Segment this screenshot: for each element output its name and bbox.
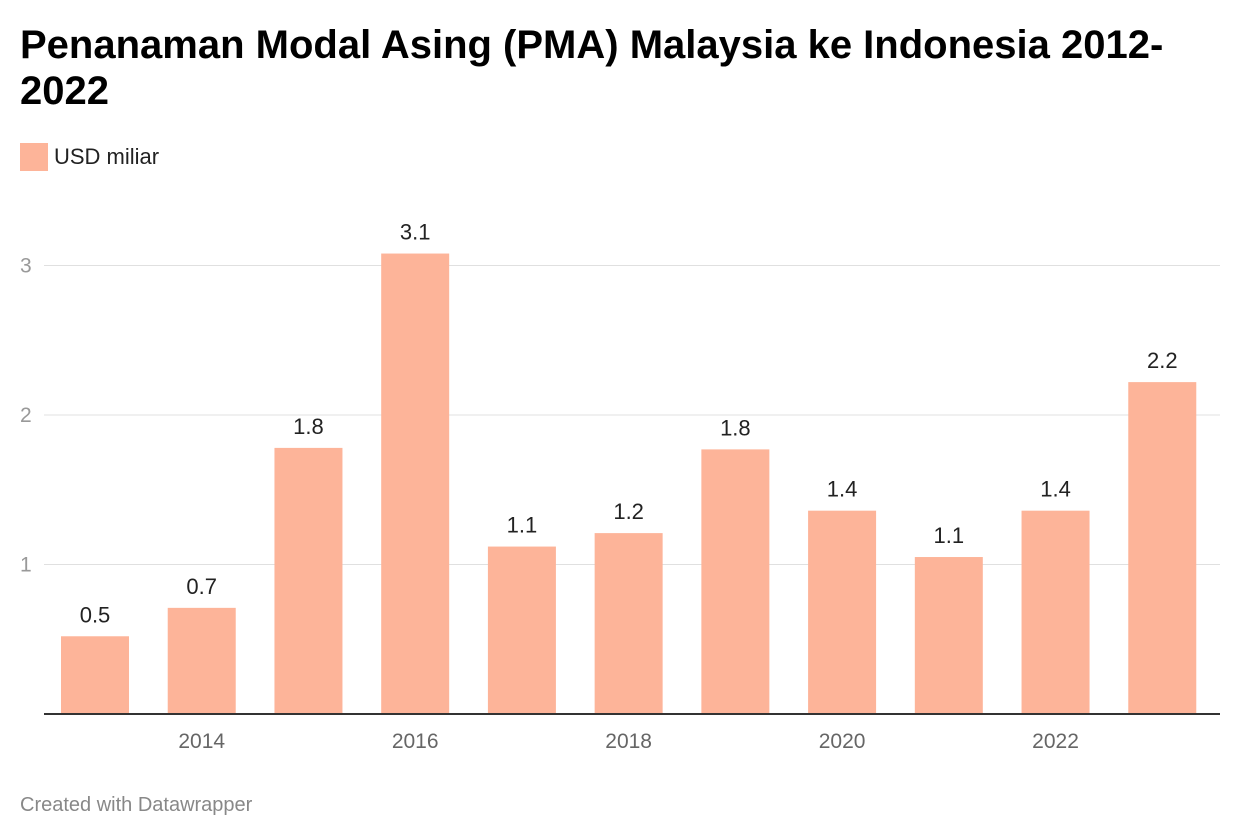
x-tick-label: 2022 [1032, 730, 1079, 753]
data-label: 1.4 [1040, 477, 1071, 502]
chart-title: Penanaman Modal Asing (PMA) Malaysia ke … [20, 23, 1164, 113]
bar [808, 510, 877, 714]
x-tick-label: 2018 [605, 730, 652, 753]
x-tick-label: 2020 [819, 730, 866, 753]
x-tick-label: 2014 [178, 730, 225, 753]
legend-label: USD miliar [54, 144, 160, 169]
bar [594, 533, 663, 714]
bar [701, 449, 770, 714]
bar [1021, 510, 1090, 714]
bar [167, 607, 236, 714]
x-tick-label: 2016 [392, 730, 439, 753]
data-label: 0.5 [80, 602, 111, 627]
footer-credit: Created with Datawrapper [20, 794, 253, 816]
bar [61, 636, 129, 714]
y-tick-label: 3 [20, 255, 32, 278]
bar [487, 546, 556, 714]
data-label: 1.4 [827, 477, 858, 502]
data-label: 3.1 [400, 220, 431, 245]
data-label: 0.7 [186, 574, 217, 599]
y-tick-label: 2 [20, 404, 32, 427]
bar [381, 253, 450, 714]
data-label: 1.8 [293, 414, 324, 439]
bar [914, 557, 983, 714]
legend: USD miliar [20, 142, 159, 172]
legend-swatch [20, 143, 48, 171]
data-label: 1.8 [720, 415, 751, 440]
bar [1128, 382, 1197, 714]
data-label: 1.2 [613, 499, 644, 524]
bar [274, 447, 343, 714]
bar-chart: 1 2 3 0.5 0.7 1.8 3.1 1.1 1.2 1.8 1.4 1.1 1.4 2.2 2014… [20, 220, 1220, 753]
y-tick-label: 1 [20, 554, 32, 577]
data-label: 2.2 [1147, 348, 1178, 373]
data-label: 1.1 [507, 513, 538, 538]
data-label: 1.1 [934, 523, 965, 548]
